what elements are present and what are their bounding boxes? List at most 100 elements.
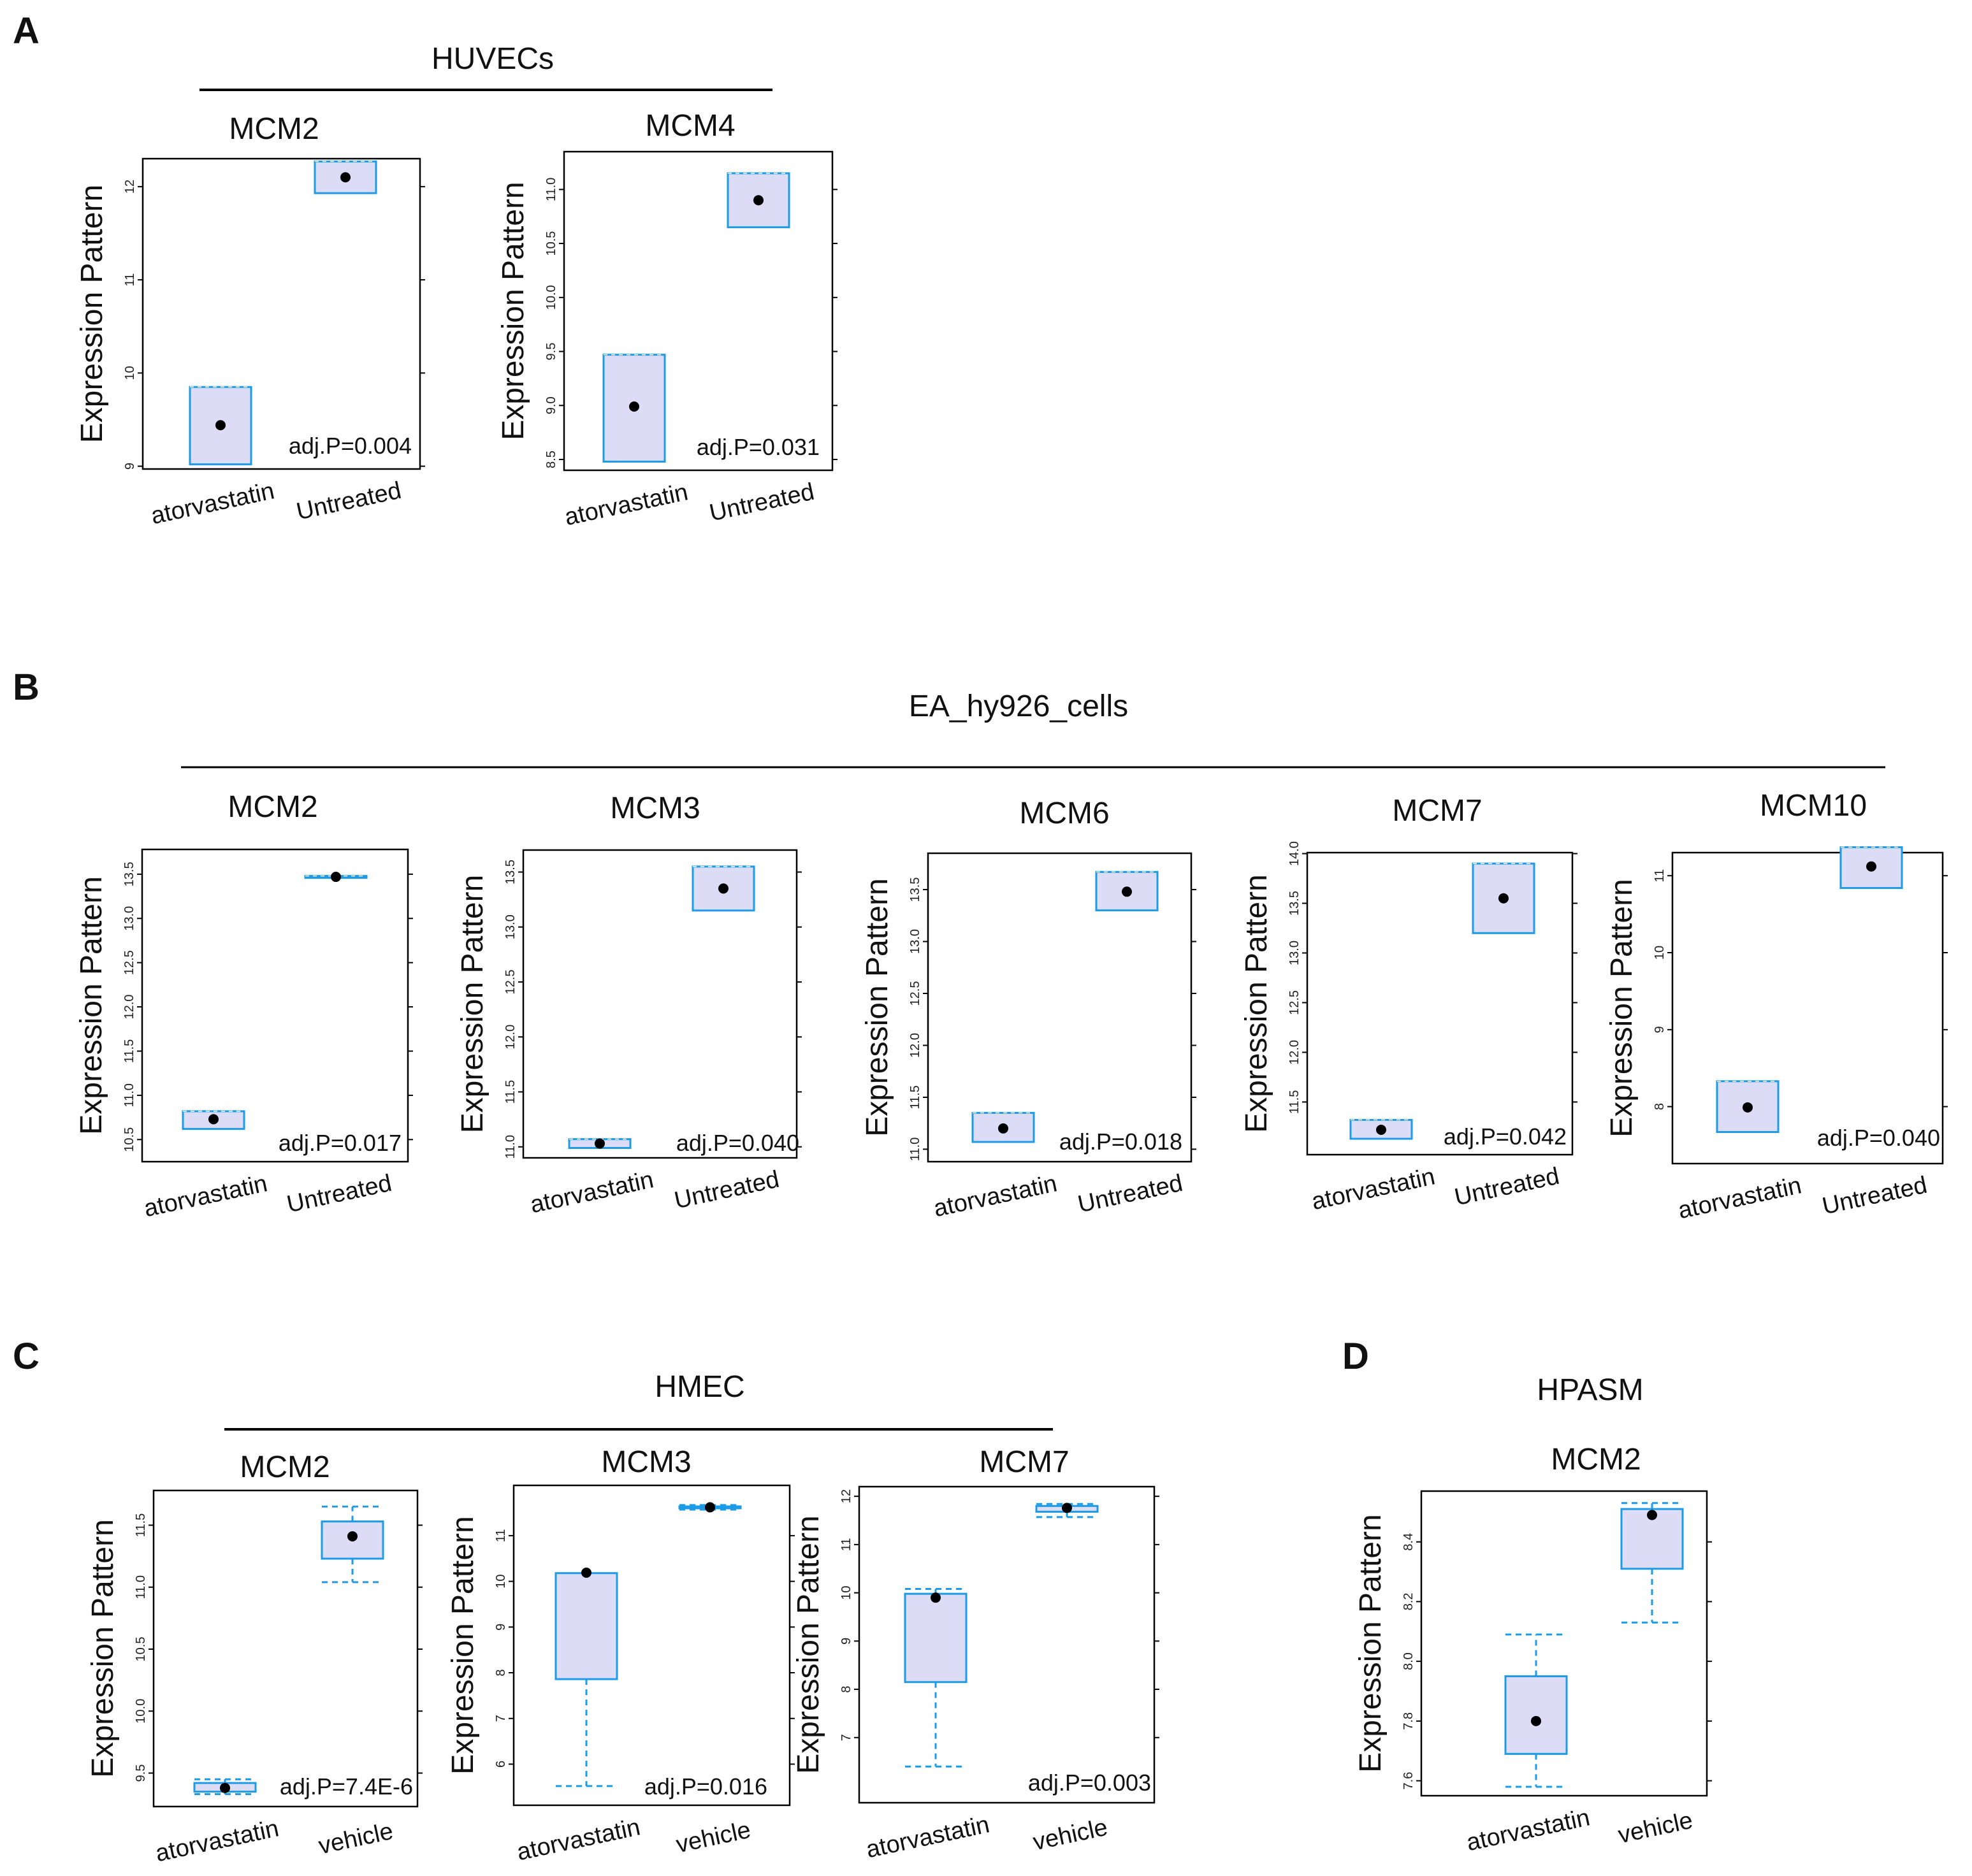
box-untreated <box>1095 870 1159 912</box>
x-category-label: atorvastatin <box>514 1814 642 1866</box>
y-tick-label: 14.0 <box>1287 841 1301 866</box>
box-iqr <box>555 1572 618 1680</box>
y-axis-label: Expression Pattern <box>456 875 489 1134</box>
median-point <box>1062 1503 1072 1513</box>
pvalue-label: adj.P=0.042 <box>1444 1123 1567 1150</box>
y-tick-label: 12.5 <box>908 981 922 1006</box>
y-axis-label: Expression Pattern <box>860 878 894 1137</box>
y-axis-label: Expression Pattern <box>86 1519 120 1778</box>
y-tick-label: 7 <box>494 1715 508 1722</box>
y-tick-label: 9 <box>839 1638 853 1645</box>
x-category-label: Untreated <box>1820 1172 1929 1220</box>
median-point <box>1743 1102 1753 1113</box>
x-category-label: atorvastatin <box>931 1170 1059 1222</box>
y-tick-label: 13.0 <box>908 929 922 954</box>
plot-frame <box>522 849 798 1159</box>
y-tick-label: 11 <box>1653 869 1667 883</box>
plot-a-mcm2: MCM2 Expression Pattern 9 10 11 12 atorvastati… <box>75 112 425 530</box>
y-tick-label: 9.5 <box>544 343 558 361</box>
median-point <box>753 195 764 206</box>
x-category-label: atorvastatin <box>562 479 690 531</box>
group-title-d: HPASM <box>1537 1373 1643 1407</box>
plot-title: MCM7 <box>1392 794 1482 828</box>
box-atorvastatin <box>193 1778 257 1796</box>
median-point <box>998 1123 1008 1134</box>
median-point <box>705 1502 715 1513</box>
y-tick-label: 11 <box>839 1538 853 1551</box>
median-point <box>581 1567 591 1578</box>
y-tick-label: 7.8 <box>1402 1712 1416 1730</box>
y-tick-label: 11.0 <box>122 1083 136 1107</box>
y-tick-label: 7.6 <box>1402 1772 1416 1790</box>
plot-frame <box>141 848 409 1163</box>
plot-title: MCM2 <box>229 112 319 146</box>
plot-b-mcm10: MCM10 Expression Pattern 8 9 10 11 atorvastati… <box>1605 789 1948 1224</box>
x-category-label: Untreated <box>294 477 403 526</box>
plot-frame <box>858 1485 1156 1804</box>
box-atorvastatin <box>568 1138 632 1149</box>
y-tick-label: 8.4 <box>1402 1533 1416 1551</box>
y-tick-label: 12.5 <box>122 950 136 975</box>
plot-a-mcm4: MCM4 Expression Pattern 8.5 9.0 9.5 10.0 10.5 1… <box>497 109 837 531</box>
box-atorvastatin <box>182 1110 245 1130</box>
y-tick-label: 9.0 <box>544 396 558 414</box>
x-category-label: Untreated <box>284 1170 394 1218</box>
box-vehicle <box>678 1502 742 1513</box>
plot-frame <box>141 157 421 470</box>
box-vehicle <box>1620 1502 1684 1624</box>
panel-letter-d: D <box>1342 1336 1369 1377</box>
y-tick-label: 9 <box>494 1624 508 1631</box>
box-atorvastatin <box>1349 1118 1413 1140</box>
y-tick-label: 10.5 <box>134 1637 148 1662</box>
plot-title: MCM2 <box>228 790 317 824</box>
y-axis-label: Expression Pattern <box>1240 874 1273 1133</box>
plot-b-mcm6: MCM6 Expression Pattern 11.0 11.5 12.0 12.5 13… <box>860 797 1196 1222</box>
y-tick-label: 9.5 <box>134 1764 148 1782</box>
x-category-label: vehicle <box>1031 1814 1110 1856</box>
y-tick-label: 13.5 <box>504 860 518 884</box>
x-category-label: atorvastatin <box>141 1170 270 1222</box>
y-axis-label: Expression Pattern <box>1605 879 1639 1137</box>
box-atorvastatin <box>1716 1080 1780 1133</box>
y-tick-label: 12.0 <box>1287 1040 1301 1065</box>
box-atorvastatin <box>602 354 666 463</box>
y-tick-label: 8 <box>494 1669 508 1676</box>
x-category-label: Untreated <box>1075 1170 1185 1218</box>
box-untreated <box>692 865 755 912</box>
y-tick-label: 12.0 <box>122 995 136 1020</box>
y-tick-label: 11.0 <box>134 1575 148 1599</box>
y-tick-label: 13.5 <box>1287 891 1301 916</box>
plot-title: MCM3 <box>610 791 700 825</box>
x-category-label: atorvastatin <box>1309 1163 1437 1215</box>
box-untreated <box>304 872 368 883</box>
y-tick-label: 11.0 <box>544 178 558 201</box>
box-atorvastatin <box>904 1588 968 1768</box>
y-tick-label: 10 <box>1653 946 1667 960</box>
plot-c-mcm3: MCM3 Expression Pattern 6 7 8 9 10 11 atorvastat… <box>446 1445 795 1866</box>
x-category-label: Untreated <box>1452 1163 1562 1211</box>
plot-title: MCM10 <box>1760 789 1867 823</box>
median-point <box>331 872 341 883</box>
median-point <box>1531 1715 1541 1726</box>
box-iqr <box>904 1592 968 1684</box>
y-tick-label: 11.5 <box>122 1039 136 1063</box>
plot-frame <box>1671 851 1944 1165</box>
median-point <box>718 883 729 894</box>
box-atorvastatin <box>971 1111 1035 1143</box>
panel-letter-c: C <box>13 1336 40 1377</box>
median-point <box>595 1138 605 1149</box>
group-title-c: HMEC <box>655 1370 744 1404</box>
y-tick-label: 8.2 <box>1402 1592 1416 1610</box>
box-untreated <box>1839 846 1903 890</box>
pvalue-label: adj.P=0.003 <box>1028 1770 1151 1796</box>
x-category-label: Untreated <box>707 479 816 527</box>
median-point <box>347 1531 358 1541</box>
y-tick-label: 11.5 <box>134 1513 148 1537</box>
y-tick-label: 12.5 <box>1287 990 1301 1015</box>
median-point <box>215 420 226 431</box>
y-tick-label: 9 <box>123 463 137 470</box>
y-tick-label: 13.5 <box>122 862 136 886</box>
y-tick-label: 12.0 <box>908 1033 922 1058</box>
box-atorvastatin <box>1504 1633 1568 1788</box>
group-title-a: HUVECs <box>431 42 554 76</box>
